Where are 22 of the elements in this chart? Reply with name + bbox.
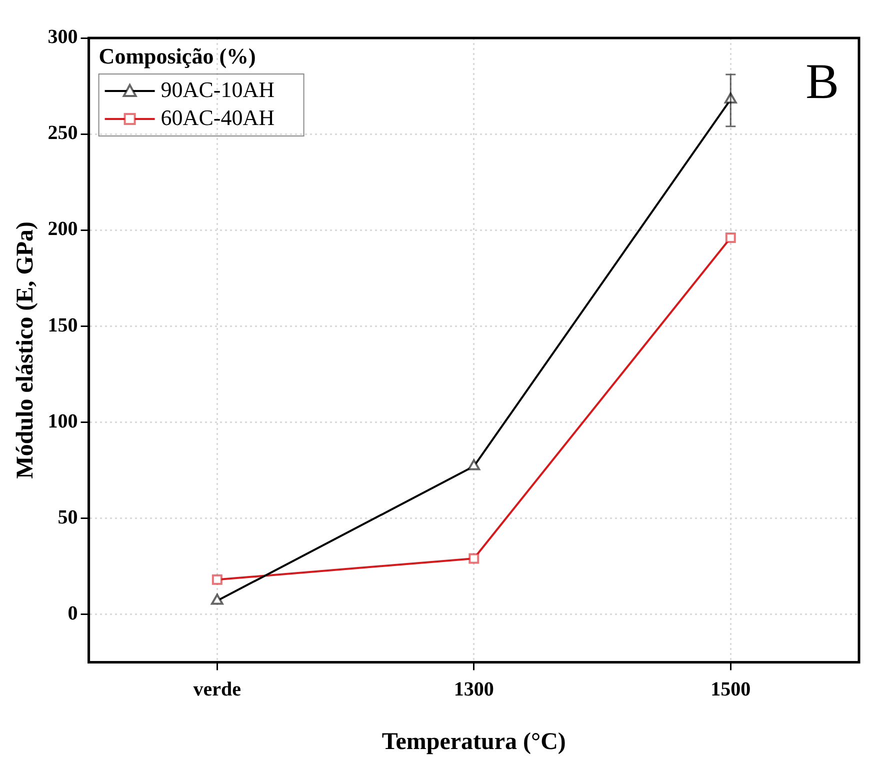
y-tick-label: 0: [68, 602, 78, 624]
y-tick-label: 50: [58, 506, 78, 528]
y-axis-title: Módulo elástico (E, GPa): [12, 221, 39, 479]
x-tick-label: 1300: [454, 678, 494, 700]
point: [210, 594, 224, 605]
x-axis-title: Temperatura (°C): [382, 728, 566, 755]
y-tick-label: 100: [48, 410, 78, 432]
point: [725, 232, 736, 243]
x-tick-label: 1500: [710, 678, 751, 700]
y-tick-label: 250: [48, 122, 78, 144]
x-tick-label: verde: [193, 678, 242, 700]
y-tick-label: 200: [48, 218, 78, 240]
legend-title: Composição (%): [98, 44, 256, 69]
point: [468, 553, 480, 564]
point: [468, 459, 480, 470]
y-tick-label: 150: [48, 314, 78, 336]
annotation: B: [806, 53, 839, 110]
legend-label: 60AC-40AH: [160, 104, 275, 130]
point: [724, 92, 737, 104]
y-tick-label: 300: [48, 26, 78, 48]
point: [212, 574, 222, 585]
legend-label: 90AC-10AH: [160, 76, 275, 102]
